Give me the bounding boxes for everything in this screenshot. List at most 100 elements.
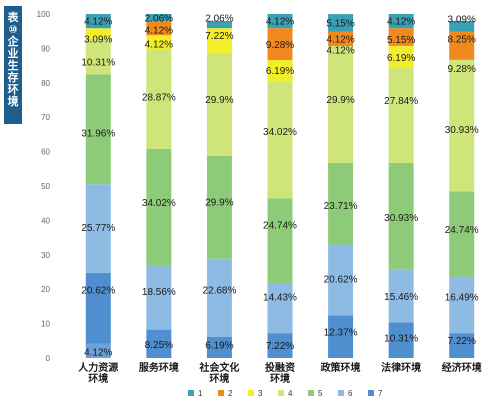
bar-segment (146, 35, 172, 50)
bar-segment (328, 315, 354, 358)
bar-segment (388, 14, 414, 29)
bar-segment (85, 343, 111, 358)
bar-segment (146, 265, 172, 330)
bar-segment (146, 14, 172, 22)
bar-segment (206, 155, 232, 259)
bar-segment (146, 329, 172, 358)
legend-label: 5 (318, 389, 323, 398)
bar-segment (328, 244, 354, 316)
y-axis: 0 10 20 30 40 50 60 70 80 90 100 (37, 10, 51, 363)
segment-value-label: 14.43% (263, 292, 297, 303)
bar-segment (85, 272, 111, 344)
segment-value-label: 31.96% (81, 129, 115, 140)
bar-segment (388, 28, 414, 46)
bar-segment (267, 333, 293, 358)
y-tick-label: 80 (41, 79, 50, 88)
bar-segment (85, 38, 111, 75)
side-title-char: 境 (7, 96, 19, 108)
segment-value-label: 23.71% (324, 201, 358, 212)
y-tick-label: 40 (41, 216, 50, 225)
y-tick-label: 90 (41, 44, 50, 53)
segment-value-label: 30.93% (384, 213, 418, 224)
bar-segment (388, 269, 414, 323)
legend-label: 7 (378, 389, 383, 398)
bar-segment (388, 45, 414, 68)
segment-value-label: 29.9% (205, 198, 233, 209)
segment-value-label: 16.49% (445, 292, 479, 303)
segment-value-label: 20.62% (324, 274, 358, 285)
segment-value-label: 7.22% (448, 336, 476, 347)
bar-segment (206, 336, 232, 358)
category-label: 法律环境 (381, 361, 421, 374)
segment-value-label: 9.28% (448, 64, 476, 75)
segment-value-label: 5.15% (326, 18, 354, 29)
y-tick-label: 100 (37, 10, 51, 19)
legend-label: 1 (198, 389, 203, 398)
bar-segment (449, 59, 475, 192)
bar-segment (146, 148, 172, 266)
bar-segment (449, 333, 475, 358)
segment-value-label: 8.25% (448, 34, 476, 45)
bar-segment (85, 74, 111, 185)
y-tick-label: 30 (41, 251, 50, 260)
segment-value-label: 4.12% (84, 348, 112, 359)
segment-value-label: 4.12% (326, 34, 354, 45)
legend-swatch (308, 390, 314, 396)
bar-segment (146, 49, 172, 149)
bar-segment (328, 14, 354, 32)
legend-swatch (218, 390, 224, 396)
bar-segment (388, 67, 414, 163)
segment-value-label: 27.84% (384, 96, 418, 107)
segment-value-label: 9.28% (266, 40, 294, 51)
legend-swatch (188, 390, 194, 396)
bar-segment (85, 28, 111, 39)
category-label: 投融资 (265, 361, 295, 374)
segment-value-label: 6.19% (266, 66, 294, 77)
category-label: 环境 (270, 372, 290, 385)
segment-value-label: 3.09% (84, 34, 112, 45)
bars (85, 14, 475, 358)
bar-segment (206, 21, 232, 29)
segment-value-label: 2.06% (145, 13, 173, 24)
side-title-char: 业 (7, 48, 19, 60)
segment-value-label: 2.06% (205, 13, 233, 24)
segment-value-label: 8.25% (145, 340, 173, 351)
bar-segment (388, 322, 414, 358)
y-tick-label: 50 (41, 182, 50, 191)
segment-value-label: 7.22% (266, 341, 294, 352)
segment-value-label: 22.68% (202, 286, 236, 297)
bar-segment (449, 191, 475, 277)
segment-value-label: 4.12% (387, 17, 415, 28)
segment-value-label: 6.19% (205, 340, 233, 351)
segment-value-label: 18.56% (142, 287, 176, 298)
segment-value-label: 6.19% (387, 53, 415, 64)
bar-segment (267, 198, 293, 284)
y-tick-label: 20 (41, 285, 50, 294)
segment-value-label: 25.77% (81, 223, 115, 234)
bar-segment (146, 21, 172, 36)
side-title-char: 生 (7, 60, 19, 72)
segment-value-label: 34.02% (263, 127, 297, 138)
segment-value-label: 24.74% (263, 221, 297, 232)
legend-label: 3 (258, 389, 263, 398)
bar-segment (328, 31, 354, 47)
bar-segment (328, 162, 354, 245)
y-tick-label: 70 (41, 113, 50, 122)
bar-segment (449, 31, 475, 60)
side-title-char: ⑩ (8, 24, 18, 36)
bar-segment (206, 52, 232, 156)
y-tick-label: 0 (46, 354, 51, 363)
bar-segment (267, 28, 293, 61)
bar-segment (267, 283, 293, 334)
legend-label: 6 (348, 389, 353, 398)
y-tick-label: 60 (41, 148, 50, 157)
segment-value-label: 34.02% (142, 198, 176, 209)
segment-value-label: 30.93% (445, 125, 479, 136)
category-label: 服务环境 (139, 361, 179, 374)
side-title-char: 表 (7, 12, 19, 24)
segment-value-label: 5.15% (387, 35, 415, 46)
side-title-char: 存 (7, 72, 19, 84)
segment-labels: 4.12%3.09%10.31%31.96%25.77%20.62%4.12%2… (81, 13, 478, 358)
